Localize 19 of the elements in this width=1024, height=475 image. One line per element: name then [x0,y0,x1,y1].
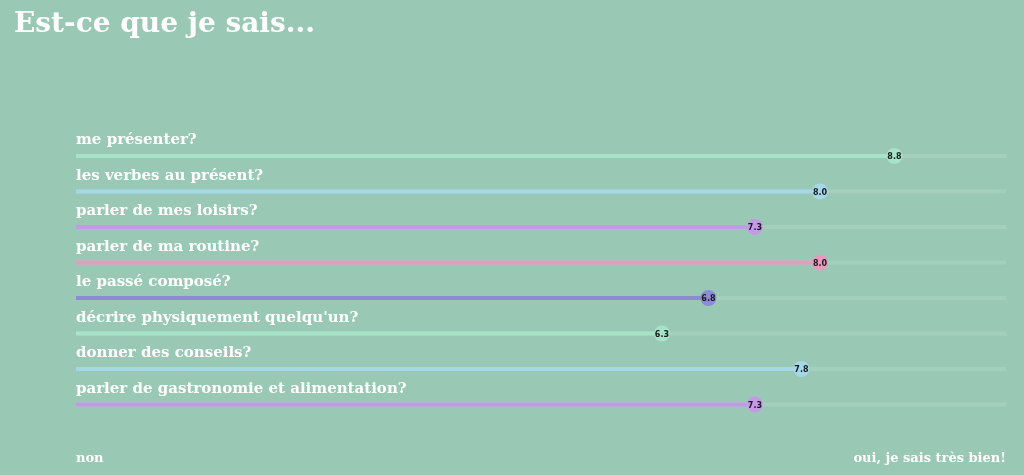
chart-title: Est-ce que je sais... [14,6,316,39]
data-label: 7.3 [747,400,762,410]
y-tick-label: parler de gastronomie et alimentation? [76,378,407,397]
data-label: 8.0 [812,258,828,268]
y-tick-label: donner des conseils? [76,343,252,361]
y-tick-label: décrire physiquement quelqu'un? [76,307,359,326]
data-label: 6.8 [701,294,716,303]
text: non [76,450,105,465]
data-label: 8.0 [812,187,828,197]
y-tick-label: me présenter? [76,130,197,148]
text: oui, je sais très bien! [853,450,1006,465]
data-label: 8.8 [887,152,902,161]
data-label: 7.8 [794,365,809,374]
y-tick-label: le passé composé? [76,272,231,290]
y-tick-label: parler de mes loisirs? [76,201,258,219]
data-label: 7.3 [747,223,762,232]
y-tick-label: parler de ma routine? [76,236,260,255]
y-tick-label: les verbes au présent? [76,165,264,184]
data-label: 6.3 [654,329,669,339]
